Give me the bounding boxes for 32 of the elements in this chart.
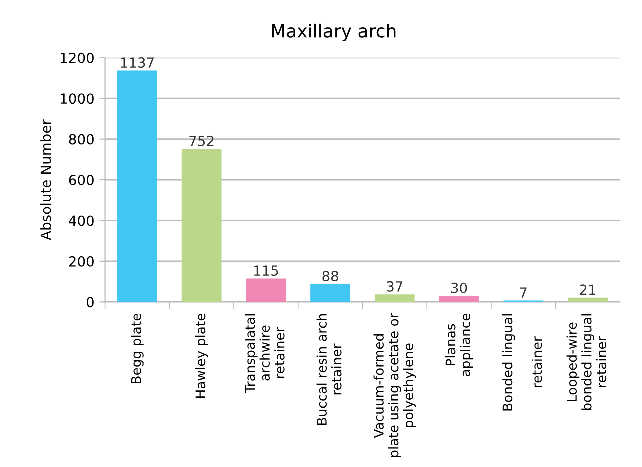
bar [246,278,286,302]
y-tick-label: 1000 [61,94,94,104]
bar [374,294,415,302]
data-label: 1137 [121,58,154,68]
data-label: 752 [190,136,214,146]
bar [310,284,350,302]
data-label: 88 [322,271,338,282]
chart-title: Maxillary arch [272,24,396,42]
bar [182,149,222,302]
category-label: Bonded lingual retainer [502,314,542,411]
bar [118,70,158,302]
data-label: 37 [387,281,403,292]
x-tick-label: Transpalatal archwire retainer [245,314,285,394]
bar [568,298,608,302]
y-axis-title: Absolute Number [40,120,52,240]
x-tick-label: Looped-wire bonded lingual retainer [566,314,607,410]
y-tick-label: 1200 [61,52,94,64]
data-label: 21 [580,284,596,295]
x-tick-label: Hawley plate [195,314,208,398]
data-label: 115 [254,266,278,276]
x-tick-label: Vacuum-formed plate using acetate or polyethylene [374,313,416,458]
data-label: 7 [520,288,527,298]
y-tick-label: 200 [69,256,94,267]
y-tick-label: 800 [69,134,94,145]
x-tick-label: Begg plate [131,314,144,384]
bar [439,296,480,302]
y-tick-label: 400 [69,216,94,226]
data-label: 30 [451,282,468,294]
y-tick-label: 600 [69,174,94,186]
x-tick-label: Planas appliance [446,314,474,376]
x-tick-label: Buccal resin arch retainer [316,314,342,426]
y-tick-label: 0 [86,297,94,308]
